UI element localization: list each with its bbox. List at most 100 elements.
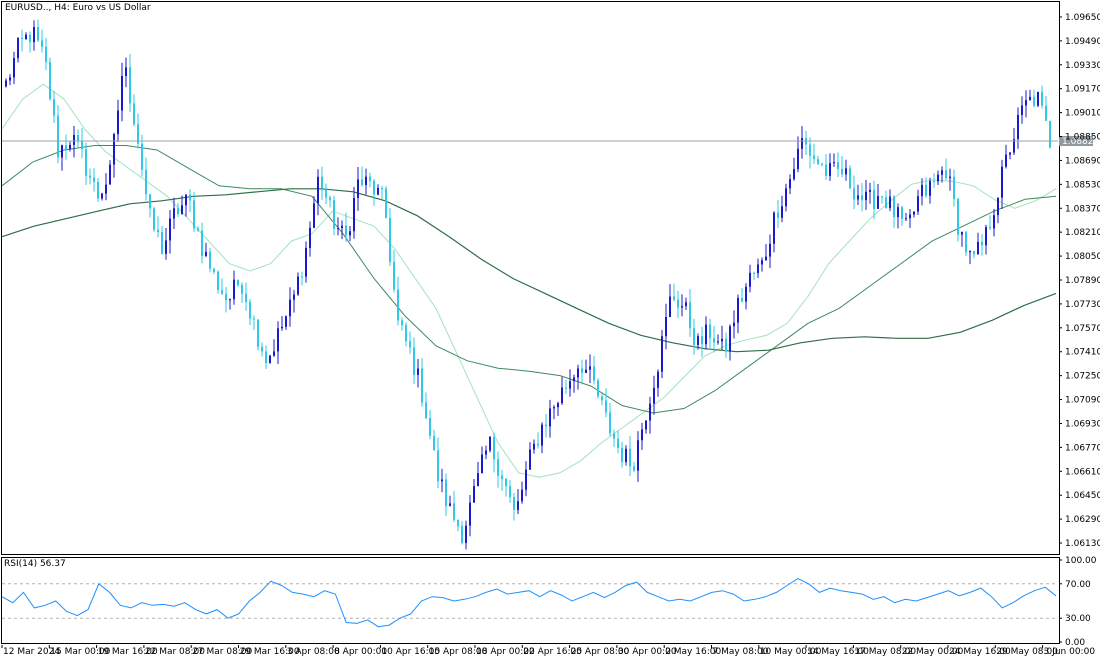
- candle-body: [437, 450, 439, 482]
- candle-body: [189, 194, 191, 201]
- price-tick-label: 1.06450: [1065, 491, 1100, 501]
- candle-body: [505, 479, 507, 487]
- candle-body: [921, 184, 923, 197]
- candle-body: [877, 195, 879, 209]
- candle-body: [65, 145, 67, 149]
- candle-body: [525, 469, 527, 490]
- candle-body: [21, 37, 23, 40]
- candle-body: [389, 218, 391, 263]
- candle-body: [357, 179, 359, 198]
- candle-body: [193, 200, 195, 229]
- candle-body: [241, 285, 243, 294]
- candle-body: [749, 272, 751, 287]
- rsi-tick-label: 70.00: [1065, 580, 1091, 590]
- price-tick-label: 1.08690: [1065, 156, 1100, 166]
- candle-body: [969, 250, 971, 253]
- candle-body: [837, 162, 839, 169]
- candle-body: [197, 228, 199, 231]
- candle-body: [965, 232, 967, 253]
- candle-body: [869, 189, 871, 192]
- price-tick-label: 1.08050: [1065, 252, 1100, 262]
- candle-body: [345, 225, 347, 236]
- candle-body: [809, 144, 811, 156]
- candle-body: [465, 525, 467, 544]
- candle-body: [305, 247, 307, 277]
- time-tick-label: 29 May 08:00: [996, 647, 1058, 657]
- moving-average-line: [1, 188, 1057, 353]
- candle-body: [485, 450, 487, 455]
- candle-body: [425, 402, 427, 418]
- price-tick-label: 1.07250: [1065, 372, 1100, 382]
- candle-body: [637, 440, 639, 471]
- candle-body: [781, 206, 783, 218]
- candle-body: [365, 176, 367, 186]
- candle-body: [113, 134, 115, 165]
- candle-body: [881, 195, 883, 198]
- bid-price-label: 1.08820: [1062, 137, 1099, 147]
- candle-body: [573, 377, 575, 382]
- candle-body: [401, 320, 403, 325]
- candle-body: [421, 368, 423, 403]
- candle-body: [581, 368, 583, 373]
- candle-body: [489, 436, 491, 451]
- time-tick-label: 29 Mar 16:00: [240, 647, 300, 657]
- candle-body: [245, 293, 247, 302]
- candle-body: [933, 181, 935, 183]
- candle-body: [789, 179, 791, 189]
- candle-body: [473, 486, 475, 503]
- candle-body: [697, 336, 699, 345]
- candle-body: [569, 381, 571, 389]
- candle-body: [49, 61, 51, 99]
- candle-body: [897, 207, 899, 218]
- candle-body: [285, 316, 287, 327]
- candle-body: [733, 322, 735, 327]
- candle-body: [481, 454, 483, 474]
- candle-body: [785, 188, 787, 207]
- candle-body: [653, 387, 655, 404]
- price-tick-label: 1.06770: [1065, 443, 1100, 453]
- candle-body: [713, 338, 715, 343]
- candle-body: [985, 227, 987, 246]
- price-tick-label: 1.08850: [1065, 133, 1100, 143]
- candle-body: [565, 387, 567, 389]
- candle-body: [73, 134, 75, 145]
- candle-body: [973, 250, 975, 255]
- time-tick-label: 22 Mar 08:00: [145, 647, 205, 657]
- candle-body: [169, 218, 171, 241]
- time-tick-label: 8 Apr 00:00: [334, 647, 387, 657]
- candle-body: [665, 317, 667, 337]
- candle-body: [589, 366, 591, 370]
- candle-body: [609, 412, 611, 434]
- candle-body: [121, 75, 123, 111]
- candle-body: [253, 318, 255, 320]
- candle-body: [81, 140, 83, 150]
- time-tick-label: 18 Apr 00:00: [476, 647, 535, 657]
- candle-body: [297, 276, 299, 295]
- candle-body: [617, 438, 619, 448]
- time-tick-label: 19 Mar 16:00: [98, 647, 158, 657]
- bid-price-line: 1.08820: [2, 135, 1099, 147]
- candle-body: [857, 195, 859, 200]
- price-tick-label: 1.07730: [1065, 300, 1100, 310]
- candle-body: [597, 380, 599, 397]
- candle-body: [209, 251, 211, 269]
- candle-body: [773, 212, 775, 244]
- candle-body: [585, 369, 587, 373]
- candle-body: [669, 296, 671, 318]
- candle-body: [561, 387, 563, 404]
- rsi-line: [1, 578, 1057, 628]
- candle-body: [41, 40, 43, 47]
- candle-body: [913, 211, 915, 215]
- candle-body: [529, 449, 531, 470]
- candle-body: [125, 67, 127, 76]
- candle-body: [461, 526, 463, 544]
- candle-body: [413, 347, 415, 375]
- candle-body: [861, 195, 863, 201]
- candle-body: [741, 298, 743, 302]
- candle-body: [77, 134, 79, 141]
- candle-body: [685, 302, 687, 307]
- rsi-level-lines: [2, 583, 1058, 619]
- time-tick-label: 15 Mar 00:00: [50, 647, 110, 657]
- time-tick-label: 15 Apr 08:00: [429, 647, 488, 657]
